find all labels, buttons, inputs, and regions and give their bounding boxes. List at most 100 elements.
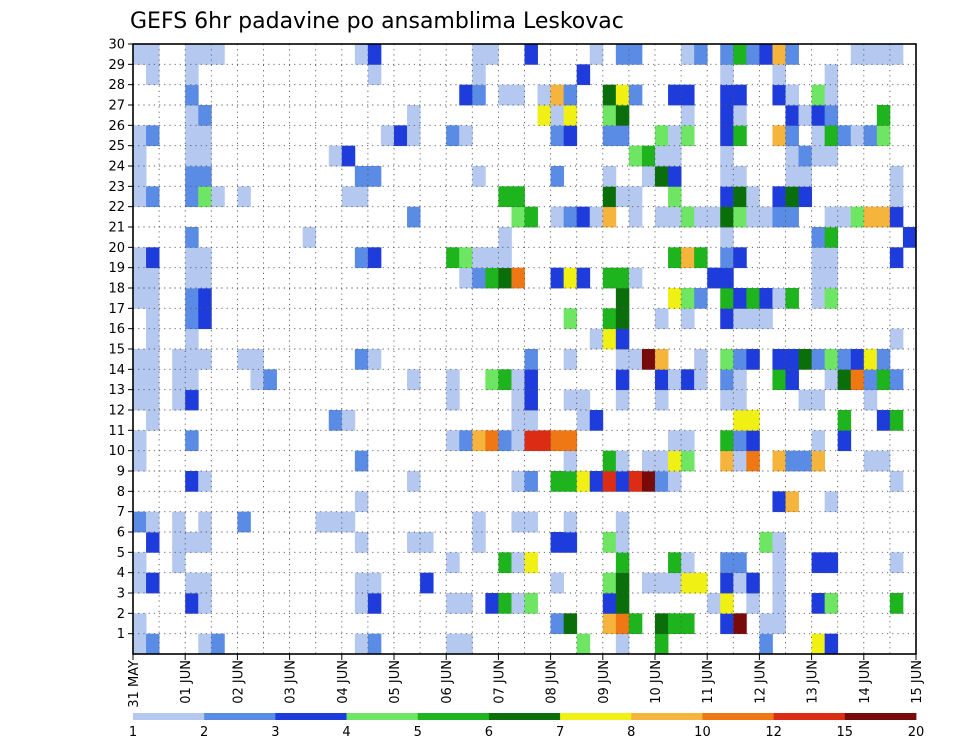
heatmap-cell [876, 206, 891, 228]
heatmap-cell [811, 84, 826, 106]
heatmap-cell [876, 105, 891, 126]
heatmap-cell [811, 145, 826, 167]
heatmap-cell [615, 633, 630, 655]
heatmap-cell [720, 552, 734, 574]
colorbar-segment [204, 713, 276, 720]
y-tick-label: 6 [117, 526, 125, 541]
heatmap-cell [602, 105, 617, 126]
heatmap-cell [485, 44, 499, 65]
heatmap-cell [420, 532, 434, 553]
heatmap-cell [824, 593, 839, 614]
heatmap-cell [824, 552, 839, 574]
heatmap-cell [354, 349, 369, 370]
heatmap-cell [511, 389, 525, 411]
heatmap-cell [198, 166, 212, 187]
y-tick-label: 29 [108, 58, 125, 73]
heatmap-cell [837, 430, 852, 452]
heatmap-cell [876, 410, 891, 431]
heatmap-cell [328, 410, 343, 431]
y-tick-label: 2 [117, 607, 125, 622]
heatmap-cell [759, 44, 773, 65]
heatmap-cell [198, 593, 212, 614]
heatmap-cell [341, 145, 356, 167]
heatmap-cell [798, 450, 812, 472]
heatmap-cell [772, 369, 786, 391]
x-tick-label: 03 JUN [284, 660, 299, 704]
heatmap-cell [824, 267, 839, 289]
heatmap-cell [237, 186, 251, 208]
heatmap-cell [694, 44, 708, 65]
heatmap-cell [446, 593, 460, 614]
heatmap-cell [367, 44, 382, 65]
heatmap-cell [733, 247, 747, 269]
heatmap-cell [681, 369, 695, 391]
heatmap-cell [146, 511, 160, 533]
heatmap-cell [733, 613, 747, 635]
heatmap-cell [681, 206, 695, 228]
y-tick-label: 22 [108, 200, 125, 215]
heatmap-cell [589, 206, 604, 228]
heatmap-cell [524, 389, 538, 411]
heatmap-cell [733, 552, 747, 574]
heatmap-cell [720, 593, 734, 614]
heatmap-cell [524, 369, 538, 391]
heatmap-cell [668, 450, 682, 472]
heatmap-cell [694, 572, 708, 594]
heatmap-cell [668, 471, 682, 492]
colorbar-segment [346, 713, 419, 720]
heatmap-cell [380, 125, 395, 147]
heatmap-cell [563, 532, 578, 553]
heatmap-cell [720, 145, 734, 167]
heatmap-cell [237, 349, 251, 370]
y-tick-label: 1 [117, 627, 125, 642]
heatmap-cell [746, 206, 760, 228]
heatmap-cell [863, 125, 878, 147]
heatmap-cell [746, 349, 760, 370]
heatmap-cell [655, 125, 669, 147]
x-tick-label: 05 JUN [388, 660, 403, 704]
colorbar-segment [133, 713, 205, 720]
heatmap-cell [198, 125, 212, 147]
heatmap-cell [550, 471, 565, 492]
heatmap-cell [668, 247, 682, 269]
heatmap-cell [655, 166, 669, 187]
colorbar-label: 7 [556, 725, 564, 740]
heatmap-cell [863, 450, 878, 472]
heatmap-cell [602, 267, 617, 289]
heatmap-cell [407, 206, 421, 228]
heatmap-cell [537, 430, 551, 452]
heatmap-cell [602, 186, 617, 208]
heatmap-cell [889, 328, 904, 350]
heatmap-cell [146, 308, 160, 330]
heatmap-cell [837, 125, 852, 147]
heatmap-cell [589, 44, 604, 65]
heatmap-cell [146, 267, 160, 289]
y-tick-label: 9 [117, 465, 125, 480]
colorbar-segment [631, 713, 703, 720]
heatmap-cell [655, 206, 669, 228]
heatmap-cell [720, 44, 734, 65]
heatmap-cell [550, 125, 565, 147]
heatmap-cell [133, 166, 147, 187]
heatmap-cell [720, 186, 734, 208]
heatmap-cell [772, 186, 786, 208]
heatmap-cell [772, 450, 786, 472]
heatmap-cell [655, 471, 669, 492]
heatmap-cell [367, 166, 382, 187]
colorbar-segment [844, 713, 917, 720]
heatmap-cell [185, 247, 199, 269]
heatmap-cell [863, 206, 878, 228]
heatmap-cell [863, 369, 878, 391]
y-tick-label: 7 [117, 505, 125, 520]
heatmap-cell [746, 186, 760, 208]
heatmap-cell [668, 166, 682, 187]
heatmap-cell [798, 186, 812, 208]
heatmap-cell [720, 247, 734, 269]
heatmap-cell [524, 44, 538, 65]
heatmap-cell [198, 186, 212, 208]
heatmap-cell [615, 471, 630, 492]
y-tick-label: 8 [117, 485, 125, 500]
heatmap-cell [641, 166, 656, 187]
heatmap-cell [772, 64, 786, 86]
heatmap-cell [602, 450, 617, 472]
